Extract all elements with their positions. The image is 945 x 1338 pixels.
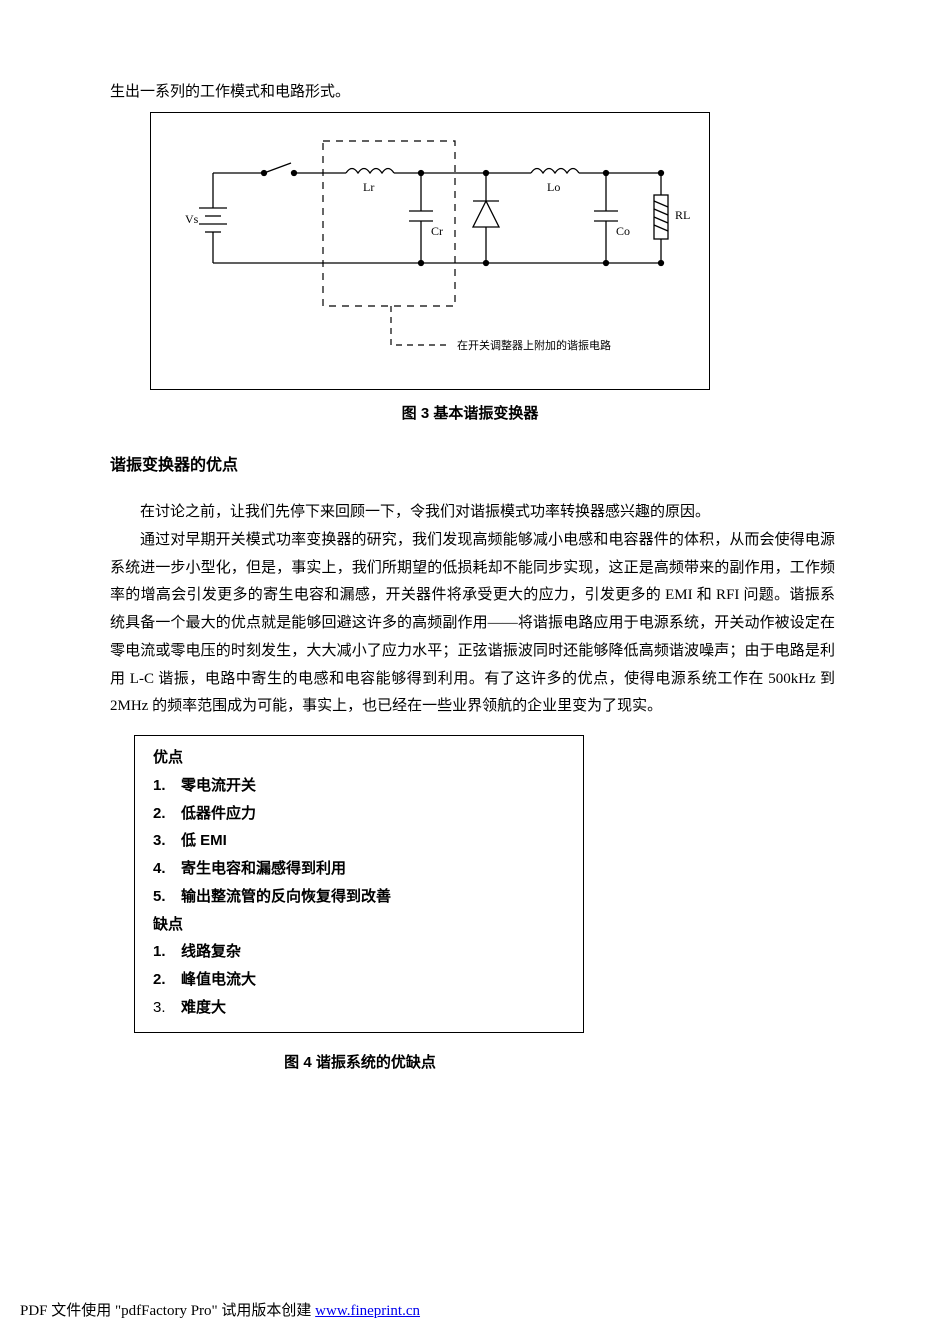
paragraph-2: 通过对早期开关模式功率变换器的研究，我们发现高频能够减小电感和电容器件的体积，从… — [110, 527, 835, 721]
figure-3: Vs Lr Cr Lo Co RL 在开关调整器上附加的谐振电路 图 3 基本谐… — [150, 112, 835, 423]
list-item: 2.低器件应力 — [153, 800, 565, 828]
pdf-footer: PDF 文件使用 "pdfFactory Pro" 试用版本创建 www.fin… — [20, 1299, 420, 1320]
pros-cons-box: 优点 1.零电流开关 2.低器件应力 3.低 EMI 4.寄生电容和漏感得到利用… — [134, 735, 584, 1033]
list-item: 4.寄生电容和漏感得到利用 — [153, 855, 565, 883]
dis-item: 峰值电流大 — [181, 966, 256, 994]
figure-3-frame: Vs Lr Cr Lo Co RL 在开关调整器上附加的谐振电路 — [150, 112, 710, 390]
list-item: 1.线路复杂 — [153, 938, 565, 966]
label-lr: Lr — [363, 180, 374, 194]
adv-item: 低 EMI — [181, 827, 227, 855]
paragraph-1: 在讨论之前，让我们先停下来回顾一下，令我们对谐振模式功率转换器感兴趣的原因。 — [110, 499, 835, 527]
adv-item: 寄生电容和漏感得到利用 — [181, 855, 346, 883]
label-rl: RL — [675, 208, 690, 222]
label-lo: Lo — [547, 180, 560, 194]
adv-item: 零电流开关 — [181, 772, 256, 800]
list-item: 1.零电流开关 — [153, 772, 565, 800]
list-item: 3.难度大 — [153, 994, 565, 1022]
adv-item: 输出整流管的反向恢复得到改善 — [181, 883, 391, 911]
label-co: Co — [616, 224, 630, 238]
section-heading: 谐振变换器的优点 — [110, 451, 835, 475]
label-vs: Vs — [185, 212, 199, 226]
dis-item: 难度大 — [181, 994, 226, 1022]
figure-3-caption: 图 3 基本谐振变换器 — [150, 402, 790, 423]
footer-link[interactable]: www.fineprint.cn — [315, 1303, 420, 1319]
figure-4-caption: 图 4 谐振系统的优缺点 — [110, 1051, 610, 1072]
circuit-diagram: Vs Lr Cr Lo Co RL 在开关调整器上附加的谐振电路 — [151, 113, 711, 391]
intro-text: 生出一系列的工作模式和电路形式。 — [110, 80, 835, 104]
figure-3-annotation: 在开关调整器上附加的谐振电路 — [457, 338, 611, 352]
dis-item: 线路复杂 — [181, 938, 241, 966]
list-item: 3.低 EMI — [153, 827, 565, 855]
disadvantages-title: 缺点 — [153, 911, 565, 939]
list-item: 2.峰值电流大 — [153, 966, 565, 994]
list-item: 5.输出整流管的反向恢复得到改善 — [153, 883, 565, 911]
label-cr: Cr — [431, 224, 443, 238]
advantages-title: 优点 — [153, 744, 565, 772]
adv-item: 低器件应力 — [181, 800, 256, 828]
footer-text: PDF 文件使用 "pdfFactory Pro" 试用版本创建 — [20, 1303, 315, 1319]
